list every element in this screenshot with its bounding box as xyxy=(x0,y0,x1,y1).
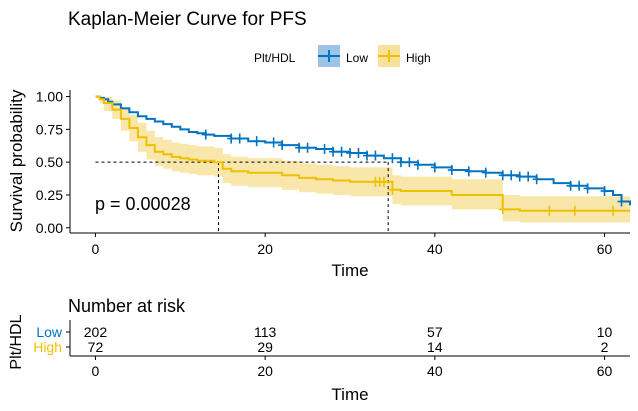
censor-mark-low-29 xyxy=(575,180,584,191)
censor-mark-high-3 xyxy=(388,184,397,195)
risk-row-label-low: Low xyxy=(36,324,63,340)
risk-table-ylabel: Plt/HDL xyxy=(8,314,25,369)
legend-item-high: High xyxy=(378,45,431,67)
y-tick-label-4: 1.00 xyxy=(36,89,63,105)
risk-cell-low-1: 113 xyxy=(254,324,277,340)
censor-mark-low-28 xyxy=(566,180,575,191)
y-axis-ticks: 0.00 0.25 0.50 0.75 1.00 xyxy=(36,89,70,236)
x-axis-label: Time xyxy=(331,261,368,280)
risk-cell-high-3: 2 xyxy=(601,339,609,355)
x-axis-ticks: 0 20 40 60 xyxy=(92,233,613,257)
censor-mark-low-14 xyxy=(371,150,380,161)
censor-mark-low-19 xyxy=(430,162,439,173)
censor-mark-high-4 xyxy=(498,204,507,215)
censor-mark-low-10 xyxy=(337,146,346,157)
legend-item-low: Low xyxy=(318,45,368,67)
y-tick-label-0: 0.00 xyxy=(36,220,63,236)
x-tick-label-3: 60 xyxy=(597,241,613,257)
censor-mark-high-5 xyxy=(545,205,554,216)
risk-x-tick-label-1: 20 xyxy=(257,363,273,379)
censor-mark-low-4 xyxy=(269,137,278,148)
censor-mark-low-18 xyxy=(413,159,422,170)
legend: Plt/HDL Low High xyxy=(254,45,431,67)
risk-cell-low-3: 10 xyxy=(597,324,613,340)
risk-x-axis-ticks: 0 20 40 60 xyxy=(92,356,613,379)
x-tick-label-1: 20 xyxy=(257,241,273,257)
censor-mark-low-26 xyxy=(524,171,533,182)
y-tick-label-2: 0.50 xyxy=(36,154,63,170)
censor-mark-low-12 xyxy=(354,147,363,158)
censor-mark-low-32 xyxy=(617,196,626,207)
x-tick-label-0: 0 xyxy=(92,241,100,257)
risk-table: Number at risk Plt/HDL Low High 202 113 57… xyxy=(8,296,630,404)
censor-marks-layer xyxy=(201,129,626,216)
censor-mark-low-25 xyxy=(515,171,524,182)
chart-title: Kaplan-Meier Curve for PFS xyxy=(68,9,307,30)
legend-title: Plt/HDL xyxy=(254,51,296,65)
y-axis-label: Survival probability xyxy=(7,89,26,232)
censor-mark-low-20 xyxy=(447,165,456,176)
legend-label-high: High xyxy=(406,51,431,65)
censor-mark-low-7 xyxy=(303,142,312,153)
ci-band-high xyxy=(95,96,630,223)
risk-x-tick-label-2: 40 xyxy=(427,363,443,379)
risk-table-title: Number at risk xyxy=(68,296,186,316)
censor-mark-low-31 xyxy=(600,186,609,197)
risk-cell-low-2: 57 xyxy=(427,324,443,340)
legend-label-low: Low xyxy=(346,51,368,65)
censor-mark-low-9 xyxy=(329,146,338,157)
risk-cell-high-2: 14 xyxy=(427,339,443,355)
p-value-annotation: p = 0.00028 xyxy=(95,194,191,214)
x-tick-label-2: 40 xyxy=(427,241,443,257)
risk-cell-low-0: 202 xyxy=(84,324,108,340)
risk-cell-high-1: 29 xyxy=(257,339,273,355)
censor-mark-low-8 xyxy=(320,144,329,155)
survival-curve-high xyxy=(95,95,630,212)
censor-mark-low-1 xyxy=(227,133,236,144)
censor-mark-high-7 xyxy=(609,205,618,216)
censor-mark-low-5 xyxy=(278,140,287,151)
median-lines-layer xyxy=(95,161,389,233)
censor-mark-low-24 xyxy=(507,170,516,181)
risk-x-tick-label-0: 0 xyxy=(92,363,100,379)
confidence-band-layer xyxy=(95,96,630,223)
censor-mark-high-6 xyxy=(570,205,579,216)
risk-x-tick-label-3: 60 xyxy=(597,363,613,379)
risk-row-label-high: High xyxy=(33,339,62,355)
censor-mark-low-17 xyxy=(405,157,414,168)
censor-mark-low-15 xyxy=(388,153,397,164)
censor-mark-low-6 xyxy=(295,142,304,153)
censor-mark-low-16 xyxy=(396,157,405,168)
risk-cell-high-0: 72 xyxy=(88,339,104,355)
censor-mark-low-11 xyxy=(346,147,354,158)
y-tick-label-3: 0.75 xyxy=(36,121,63,137)
censor-mark-low-30 xyxy=(583,183,592,194)
censor-mark-high-2 xyxy=(379,176,388,187)
censor-mark-low-22 xyxy=(481,167,490,178)
censor-mark-low-0 xyxy=(201,129,210,140)
censor-mark-low-27 xyxy=(532,174,541,185)
y-tick-label-1: 0.25 xyxy=(36,187,63,203)
censor-mark-low-21 xyxy=(464,166,473,177)
censor-mark-low-2 xyxy=(235,133,244,144)
main-plot: 0.00 0.25 0.50 0.75 1.00 0 20 40 60 p = 0.00028… xyxy=(7,89,631,280)
censor-mark-low-13 xyxy=(362,150,371,161)
censor-mark-low-3 xyxy=(252,136,261,147)
censor-mark-low-23 xyxy=(498,170,507,181)
risk-cells: 202 113 57 10 72 29 14 2 xyxy=(66,324,613,355)
risk-x-axis-label: Time xyxy=(331,385,368,404)
